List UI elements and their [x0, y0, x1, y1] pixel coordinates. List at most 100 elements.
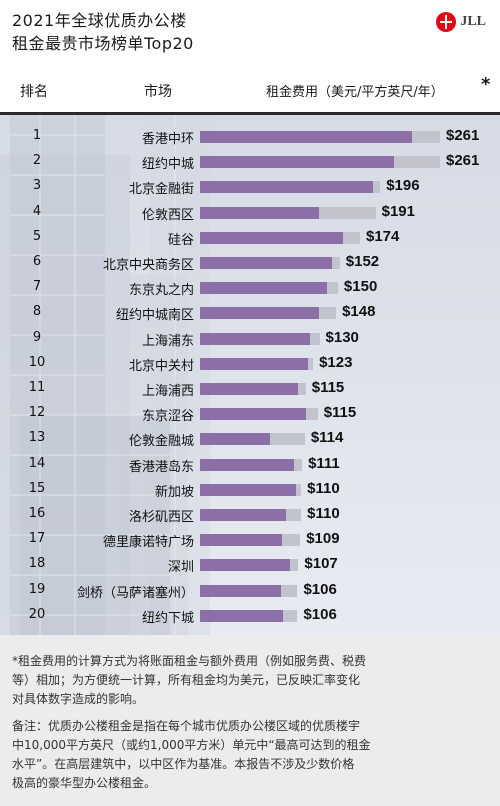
rank-label: 1	[32, 128, 42, 143]
chart-title-line1: 2021年全球优质办公楼	[12, 11, 187, 30]
bar-base	[200, 458, 294, 471]
value-label: $152	[345, 253, 380, 270]
footnote-line: 备注：优质办公楼租金是指在每个城市优质办公楼区域的优质楼宇	[12, 719, 361, 733]
value-label: $261	[446, 127, 480, 144]
value-label: $107	[304, 555, 338, 573]
bar-base	[200, 534, 282, 547]
market-label: 剑桥（马萨诸塞州）	[76, 585, 194, 601]
value-label: $115	[323, 404, 357, 422]
value-label: $110	[307, 479, 340, 497]
rank-label: 8	[32, 304, 42, 320]
market-label: 伦敦金融城	[128, 434, 194, 450]
rank-label: 12	[28, 405, 46, 421]
bar-base	[200, 332, 311, 345]
footnote-line: 中10,000平方英尺（或约1,000平方米）单元中“最高可达到的租金	[12, 738, 371, 752]
value-label: $114	[310, 429, 344, 447]
market-label: 新加坡	[154, 484, 194, 500]
market-label: 深圳	[167, 560, 194, 576]
bar-base	[200, 483, 296, 496]
bar-base	[200, 357, 308, 370]
market-label: 伦敦西区	[141, 207, 194, 223]
footnote-line: 对具体数字造成的影响。	[12, 692, 145, 706]
rank-label: 10	[28, 354, 46, 370]
rank-label: 14	[28, 455, 46, 471]
chart-body: 1 香港中环 $261 2 纽约中城 $261 3 北京金融街 $196 4 伦敦西区 $191 5 硅谷…	[0, 115, 500, 635]
rank-label: 6	[32, 254, 42, 269]
value-label: $150	[343, 278, 378, 296]
rank-label: 4	[32, 203, 42, 219]
rank-label: 20	[28, 606, 46, 622]
bar-base	[200, 307, 319, 320]
column-header-market: 市场	[144, 84, 172, 100]
market-label: 北京金融街	[128, 182, 194, 198]
market-label: 香港港岛东	[128, 459, 194, 475]
market-label: 北京中央商务区	[102, 258, 194, 273]
value-label: $130	[325, 328, 359, 346]
footnotes: *租金费用的计算方式为将账面租金与额外费用（例如服务费、税费 等）相加；为方便统…	[0, 635, 500, 806]
bar-base	[200, 231, 344, 244]
value-label: $109	[306, 530, 340, 548]
bar-base	[200, 156, 395, 169]
bar-base	[200, 609, 283, 622]
rank-label: 9	[32, 329, 42, 345]
value-label: $106	[303, 605, 337, 623]
footnote-rent-calculation: *租金费用的计算方式为将账面租金与额外费用（例如服务费、税费 等）相加；为方便统…	[12, 652, 490, 709]
market-label: 上海浦西	[141, 384, 194, 399]
rank-label: 15	[28, 480, 46, 496]
value-label: $111	[308, 454, 340, 472]
rank-label: 18	[28, 556, 46, 572]
footnote-line: 等）相加；为方便统一计算，所有租金均为美元，已反映汇率变化	[12, 673, 361, 687]
header: 2021年全球优质办公楼 租金最贵市场榜单Top20 JLL	[0, 0, 500, 78]
bar-base	[200, 257, 333, 269]
value-label: $196	[386, 177, 420, 195]
value-label: $110	[307, 505, 340, 522]
footnote-remark: 备注：优质办公楼租金是指在每个城市优质办公楼区域的优质楼宇 中10,000平方英…	[12, 717, 490, 793]
column-header-row: 排名 市场 租金费用（美元/平方英尺/年） *	[0, 74, 500, 115]
bar-base	[200, 433, 270, 446]
market-label: 纽约中城	[141, 157, 194, 173]
column-header-rank: 排名	[20, 84, 48, 100]
value-label: $115	[311, 379, 345, 396]
jll-logo: JLL	[436, 10, 486, 34]
chart-title-line2: 租金最贵市场榜单Top20	[12, 34, 194, 53]
rank-label: 2	[32, 153, 42, 169]
rank-label: 13	[28, 430, 46, 446]
bar-base	[200, 181, 373, 194]
footnote-line: 水平”。在高层建筑中，以中区作为基准。本报告不涉及少数价格	[12, 757, 355, 771]
rank-label: 7	[32, 279, 42, 295]
market-label: 洛杉矶西区	[128, 510, 194, 525]
market-label: 香港中环	[141, 132, 194, 147]
market-label: 纽约中城南区	[115, 308, 194, 324]
rank-label: 3	[32, 178, 42, 194]
bar-base	[200, 584, 281, 597]
bar-base	[200, 559, 291, 572]
footnote-asterisk: *	[481, 74, 491, 95]
market-label: 德里康诺特广场	[102, 535, 194, 551]
market-label: 东京涩谷	[141, 409, 194, 425]
market-label: 东京丸之内	[128, 283, 194, 299]
bar-base	[200, 282, 327, 295]
rank-label: 5	[32, 228, 42, 244]
bar-base	[200, 509, 286, 521]
market-label: 上海浦东	[141, 333, 194, 349]
value-label: $106	[303, 580, 337, 598]
footnote-line: 极高的豪华型办公楼租金。	[12, 776, 157, 790]
value-label: $261	[446, 152, 480, 170]
footnote-line: *租金费用的计算方式为将账面租金与额外费用（例如服务费、税费	[12, 654, 367, 668]
rank-label: 16	[28, 506, 46, 521]
value-label: $123	[319, 353, 353, 371]
value-label: $191	[381, 202, 415, 220]
rank-label: 17	[28, 531, 46, 547]
rank-label: 19	[28, 581, 46, 597]
value-label: $174	[366, 227, 400, 245]
market-label: 北京中关村	[128, 358, 194, 374]
bar-base	[200, 408, 306, 421]
bar-base	[200, 383, 299, 395]
rank-label: 11	[28, 380, 46, 395]
value-label: $148	[342, 303, 376, 321]
jll-logo-text: JLL	[460, 14, 486, 29]
market-label: 纽约下城	[141, 610, 194, 626]
market-label: 硅谷	[167, 232, 194, 248]
bar-base	[200, 206, 319, 219]
column-header-rent: 租金费用（美元/平方英尺/年）	[266, 85, 444, 100]
